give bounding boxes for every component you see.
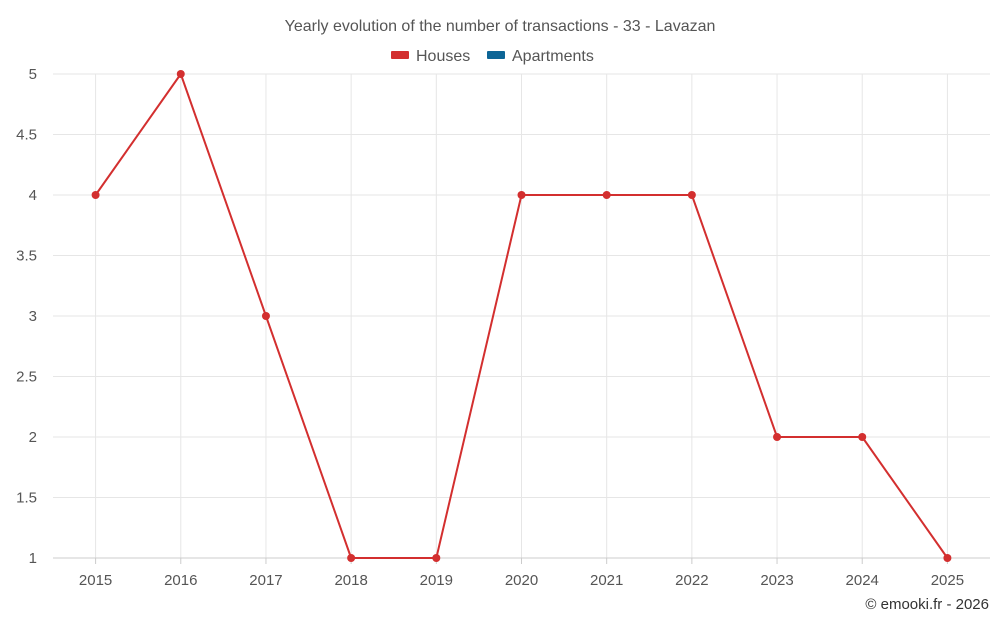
- chart-title: Yearly evolution of the number of transa…: [285, 18, 716, 35]
- data-point-houses-2017[interactable]: [261, 312, 270, 320]
- y-tick-label: 1: [29, 550, 37, 567]
- legend-label-apartments: Apartments: [512, 48, 594, 65]
- legend-item-apartments[interactable]: Apartments: [487, 48, 594, 65]
- legend-swatch-houses: [391, 51, 409, 59]
- x-tick-label: 2025: [931, 572, 964, 589]
- y-tick-label: 4.5: [16, 127, 37, 144]
- credit-text: © emooki.fr - 2026: [865, 596, 989, 613]
- x-axis-ticks: 2015 2016 2017 2018 2019 2020 2021 2022 2023 2024…: [79, 572, 964, 589]
- data-point-houses-2022[interactable]: [687, 191, 696, 199]
- data-point-houses-2023[interactable]: [773, 433, 782, 441]
- gridlines: [53, 73, 990, 559]
- x-tick-label: 2017: [249, 572, 282, 589]
- data-point-houses-2021[interactable]: [602, 191, 611, 199]
- data-point-houses-2018[interactable]: [347, 554, 356, 562]
- y-tick-label: 3.5: [16, 248, 37, 265]
- legend-swatch-apartments: [487, 51, 505, 59]
- x-tick-label: 2024: [846, 572, 879, 589]
- y-tick-label: 3: [29, 308, 37, 325]
- x-tick-label: 2015: [79, 572, 112, 589]
- y-tick-label: 1.5: [16, 490, 37, 507]
- legend-item-houses[interactable]: Houses: [391, 48, 470, 65]
- y-tick-label: 5: [29, 66, 37, 83]
- data-point-houses-2016[interactable]: [176, 70, 185, 78]
- y-axis-ticks: 1 1.5 2 2.5 3 3.5 4 4.5 5: [16, 66, 37, 567]
- data-point-houses-2020[interactable]: [517, 191, 526, 199]
- data-point-houses-2025[interactable]: [943, 554, 952, 562]
- data-point-houses-2019[interactable]: [432, 554, 441, 562]
- x-tick-label: 2016: [164, 572, 197, 589]
- x-tick-label: 2019: [420, 572, 453, 589]
- x-tick-label: 2021: [590, 572, 623, 589]
- y-tick-label: 2.5: [16, 369, 37, 386]
- data-point-houses-2024[interactable]: [858, 433, 867, 441]
- y-tick-label: 4: [29, 187, 37, 204]
- legend: Houses Apartments: [391, 48, 594, 65]
- x-tick-label: 2020: [505, 572, 538, 589]
- x-tick-label: 2018: [334, 572, 367, 589]
- series-houses: [91, 70, 952, 562]
- y-tick-label: 2: [29, 429, 37, 446]
- x-tick-label: 2023: [760, 572, 793, 589]
- x-tick-label: 2022: [675, 572, 708, 589]
- data-point-houses-2015[interactable]: [91, 191, 100, 199]
- legend-label-houses: Houses: [416, 48, 470, 65]
- axes: [53, 557, 990, 564]
